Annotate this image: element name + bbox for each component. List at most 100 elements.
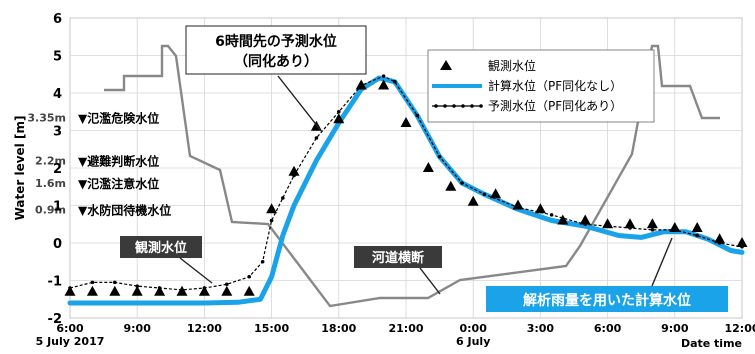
threshold-name-label: ▼水防団待機水位 <box>78 202 171 217</box>
y-tick-label: -2 <box>48 312 62 327</box>
y-tick-label: 2 <box>53 162 62 177</box>
y-tick-label: 3 <box>53 125 62 140</box>
legend-pred-dot <box>479 104 483 108</box>
series-obs-point <box>198 285 210 296</box>
calc-annotation: 解析雨量を用いた計算水位 <box>486 237 728 312</box>
series-obs-point <box>579 214 591 225</box>
legend-pred-dot <box>461 104 465 108</box>
calc-annotation-arrow <box>651 237 673 287</box>
series-observed <box>64 79 748 296</box>
series-obs-point <box>422 162 434 172</box>
x-tick-label: 12:00 <box>187 322 222 335</box>
threshold-value-label: 2.2m <box>35 155 66 168</box>
x-tick-label: 0:00 <box>460 322 488 335</box>
x-tick-label: 15:00 <box>254 322 289 335</box>
forecast-annotation-line1: 6時間先の予測水位 <box>215 33 337 50</box>
series-obs-point <box>400 117 412 127</box>
series-pred-point <box>549 213 554 217</box>
axes: -2 -1 0 1 2 3 4 5 6 6:00 9:00 12:00 15:00 18:00 21:00 0… <box>36 12 755 350</box>
series-pred-point <box>260 259 265 264</box>
series-obs-point <box>490 188 502 199</box>
observed-annotation-arrow <box>179 257 213 284</box>
threshold-levels: 3.35m ▼氾濫危険水位 2.2m ▼避難判断水位 1.6m ▼氾濫注意水位 0.9m ▼水… <box>27 110 171 217</box>
legend-pred-dot <box>452 104 456 108</box>
forecast-annotation-box <box>185 25 367 75</box>
x-tick-label: 6:00 <box>56 322 84 335</box>
x-tick-label: 9:00 <box>661 322 689 335</box>
forecast-annotation-arrow <box>277 75 323 133</box>
series-pred-point <box>393 79 397 84</box>
series-pred-point <box>90 280 95 285</box>
x-tick-label: 3:00 <box>527 322 555 335</box>
x-tick-label: 6:00 <box>594 322 622 335</box>
y-tick-label: 1 <box>53 200 62 215</box>
series-pred-point <box>247 274 251 279</box>
series-obs-point <box>557 214 569 225</box>
series-obs-point <box>266 203 278 214</box>
date-label: 5 July 2017 <box>36 335 105 348</box>
legend-calc-label: 計算水位（PF同化なし） <box>488 78 622 93</box>
series-obs-point <box>624 218 636 229</box>
series-obs-point <box>736 237 748 247</box>
channel-cross-section <box>104 44 720 308</box>
calc-annotation-box <box>486 286 728 312</box>
cross-section-annotation-arrow <box>419 267 441 295</box>
series-obs-point <box>355 79 367 90</box>
series-pred-point <box>225 282 229 287</box>
series-pred-point <box>314 136 319 140</box>
threshold-value-label: 3.35m <box>27 111 66 124</box>
series-pred-point <box>695 233 699 238</box>
observed-annotation-label: 観測水位 <box>134 240 187 256</box>
x-axis-title: Date time <box>681 337 742 350</box>
forecast-annotation-line2: （同化あり） <box>234 53 318 70</box>
series-obs-point <box>467 195 479 206</box>
series-obs-point <box>714 233 726 244</box>
legend-observed-marker <box>440 60 452 70</box>
series-pred-point <box>650 228 655 232</box>
series-obs-point <box>154 285 166 296</box>
series-obs-point <box>333 113 345 124</box>
y-tick-label: 6 <box>53 12 62 27</box>
series-pred-point <box>337 109 341 114</box>
cross-section-annotation: 河道横断 <box>354 246 442 295</box>
series-pred-point <box>269 218 274 223</box>
threshold-value-label: 0.9m <box>35 203 66 216</box>
x-tick-label: 12:00 <box>724 322 755 335</box>
calc-annotation-label: 解析雨量を用いた計算水位 <box>523 292 691 309</box>
x-tick-label: 9:00 <box>124 322 152 335</box>
series-pred-point <box>113 280 117 285</box>
y-tick-label: 0 <box>53 237 62 252</box>
series-obs-point <box>512 199 524 210</box>
y-tick-label: -1 <box>48 275 62 290</box>
threshold-name-label: ▼氾濫注意水位 <box>78 176 159 191</box>
threshold-name-label: ▼氾濫危険水位 <box>78 110 159 125</box>
series-obs-point <box>288 165 300 176</box>
series-obs-point <box>86 285 98 296</box>
x-tick-label: 21:00 <box>388 322 423 335</box>
legend: 観測水位 計算水位（PF同化なし） 予測水位（PF同化あり） <box>427 49 655 123</box>
series-obs-point <box>534 203 546 214</box>
legend-pred-dot <box>443 104 447 108</box>
legend-pred-dot <box>470 104 474 108</box>
y-tick-label: 4 <box>53 87 62 102</box>
series-obs-point <box>691 222 703 232</box>
series-obs-point <box>669 222 681 232</box>
cross-section-profile <box>104 44 720 308</box>
series-calc-line <box>67 75 745 306</box>
series-obs-point <box>131 285 143 296</box>
forecast-annotation: 6時間先の予測水位 （同化あり） <box>185 25 367 133</box>
x-tick-label: 18:00 <box>321 322 356 335</box>
legend-observed-label: 観測水位 <box>488 58 536 73</box>
series-obs-point <box>221 285 233 296</box>
legend-pred-dots <box>434 104 483 108</box>
y-axis-label: Water level [m] <box>13 116 27 221</box>
date-label: 6 July <box>456 335 490 348</box>
legend-pred-dot <box>434 104 438 108</box>
series-pred-point <box>460 181 464 185</box>
series-pred-point <box>281 196 285 200</box>
observed-annotation: 観測水位 <box>120 236 213 284</box>
series-obs-point <box>243 285 255 296</box>
series-pred-point <box>415 113 420 118</box>
series-obs-point <box>378 79 390 90</box>
